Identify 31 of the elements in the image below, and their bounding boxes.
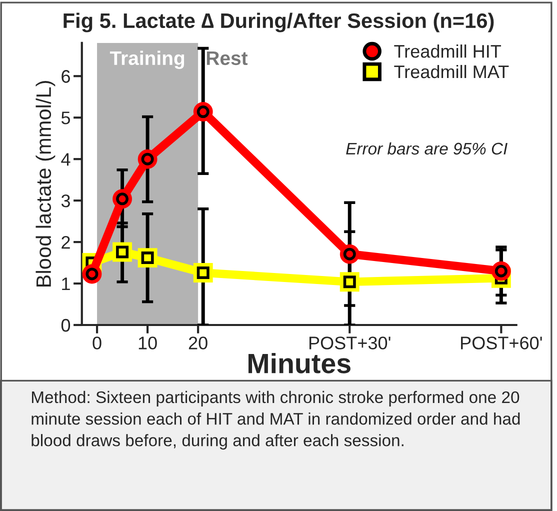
- y-tick-label: 5: [61, 112, 70, 124]
- point: [491, 261, 511, 281]
- point: [112, 189, 132, 209]
- point: [138, 248, 158, 268]
- y-axis-title: Blood lactate (mmol/L): [36, 81, 56, 286]
- y-tick-label: 2: [62, 236, 70, 249]
- x-tick-label: 20: [188, 336, 208, 350]
- legend-label: Treadmill HIT: [394, 44, 502, 58]
- band-label: Training: [110, 50, 184, 69]
- legend-label: Treadmill MAT: [394, 64, 509, 78]
- point: [82, 264, 102, 284]
- x-axis-title: Minutes: [248, 352, 350, 374]
- chart-title: Fig 5. Lactate ∆ During/After Session (n=16): [64, 12, 494, 32]
- annotation: Rest: [206, 52, 248, 66]
- point: [193, 263, 213, 282]
- point: [138, 149, 158, 169]
- point: [112, 242, 132, 262]
- x-tick-label: POST+60': [461, 336, 542, 350]
- point: [340, 272, 360, 292]
- x-tick-label: POST+30': [309, 336, 390, 350]
- x-tick-label: 10: [138, 336, 157, 350]
- y-tick-label: 3: [61, 194, 70, 208]
- x-tick-label: 0: [92, 336, 102, 350]
- y-tick-label: 1: [62, 278, 70, 290]
- point: [193, 102, 213, 122]
- y-tick-label: 6: [62, 70, 70, 83]
- text: Method: Sixteen participants with chronic stroke performed one 20 minute session each of HIT and MAT in randomized order and had blood draws before, during and after each session.: [32, 390, 520, 450]
- point: [340, 244, 360, 264]
- y-tick-label: 0: [61, 318, 70, 332]
- annotation: Error bars are 95% CI: [346, 142, 508, 155]
- y-tick-label: 4: [61, 153, 70, 166]
